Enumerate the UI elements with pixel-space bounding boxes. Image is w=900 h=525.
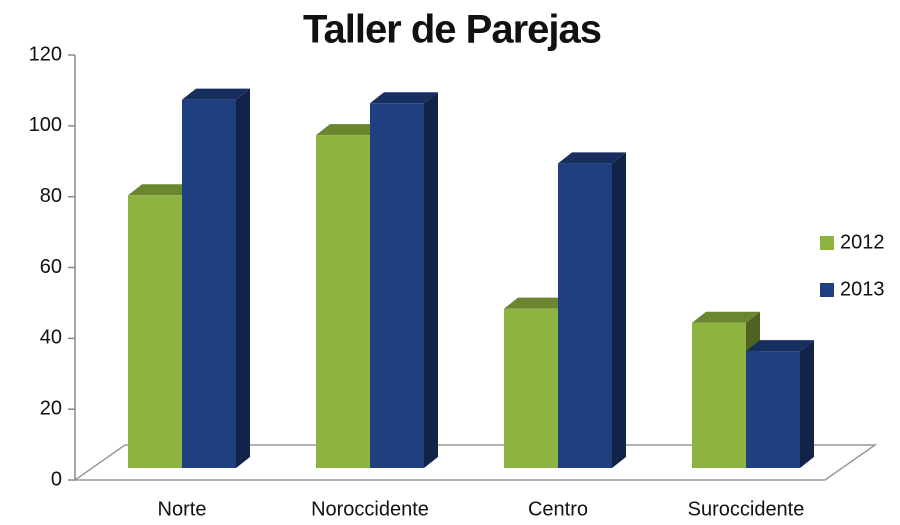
bar	[746, 340, 814, 468]
bar-front	[746, 351, 800, 468]
x-tick-label: Norte	[158, 498, 207, 520]
x-tick-label: Noroccidente	[311, 498, 429, 520]
bar-front	[692, 322, 746, 468]
bar-top	[558, 152, 626, 164]
y-tick-label: 40	[40, 327, 62, 349]
legend-label: 2013	[840, 278, 885, 300]
bar-front	[370, 103, 424, 468]
legend-label: 2012	[840, 231, 885, 253]
bar-side	[800, 340, 814, 468]
chart-title: Taller de Parejas	[303, 8, 601, 52]
bar-front	[504, 308, 558, 468]
bar-top	[370, 92, 438, 104]
y-tick-label: 0	[51, 468, 62, 490]
bar-side	[612, 152, 626, 468]
bar-side	[236, 88, 250, 469]
bar-top	[316, 124, 384, 136]
bar	[558, 152, 626, 468]
bar-top	[182, 88, 250, 100]
legend-swatch	[820, 236, 834, 250]
bar	[182, 88, 250, 469]
y-tick-label: 80	[40, 185, 62, 207]
bar-front	[316, 135, 370, 469]
bar-side	[424, 92, 438, 468]
bar	[370, 92, 438, 468]
legend-swatch	[820, 283, 834, 297]
y-tick-label: 20	[40, 397, 62, 419]
y-tick-label: 60	[40, 256, 62, 278]
bar-front	[128, 195, 182, 468]
bar-front	[182, 99, 236, 469]
x-tick-label: Suroccidente	[688, 498, 805, 520]
bar-top	[128, 184, 196, 196]
bar-front	[558, 163, 612, 468]
bar-top	[692, 311, 760, 323]
x-tick-label: Centro	[528, 498, 588, 520]
y-tick-label: 100	[29, 114, 62, 136]
floor	[72, 444, 878, 481]
y-tick-label: 120	[29, 43, 62, 65]
bar-top	[504, 297, 572, 309]
bar-top	[746, 340, 814, 352]
